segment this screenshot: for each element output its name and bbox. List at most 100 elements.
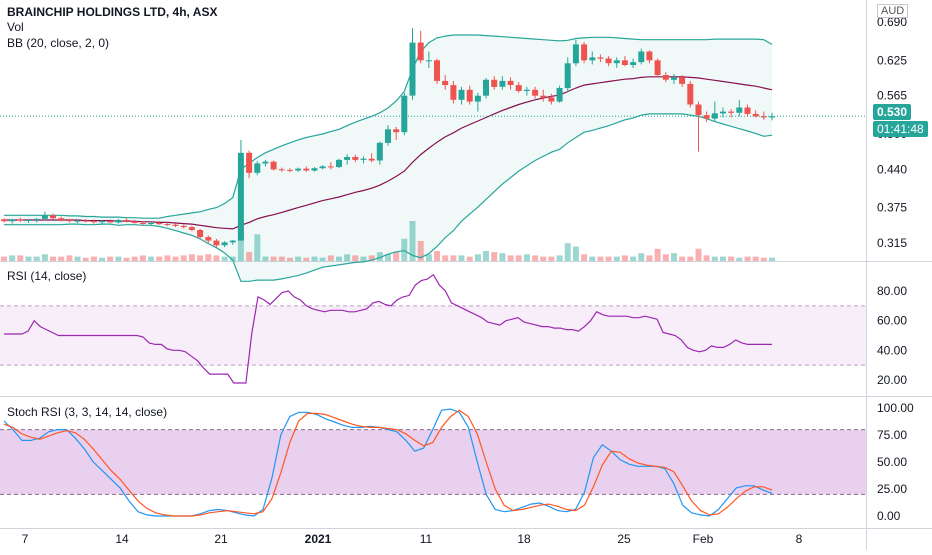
candle-body (148, 223, 155, 224)
candle-body (123, 220, 130, 222)
volume-bar (327, 255, 334, 261)
volume-bar (123, 257, 130, 261)
last-price-badge: 0.530 (873, 104, 912, 120)
volume-bar (703, 255, 710, 261)
volume-bar (711, 256, 718, 261)
candle-body (662, 75, 669, 80)
volume-bar (82, 257, 89, 261)
candle-body (442, 80, 449, 85)
candle-body (99, 221, 105, 223)
volume-bar (33, 256, 40, 261)
volume-bar (646, 255, 653, 261)
bb-legend[interactable]: BB (20, close, 2, 0) (7, 36, 110, 50)
stoch-legend[interactable]: Stoch RSI (3, 3, 14, 14, close) (7, 405, 168, 419)
time-tick-label: 2021 (305, 532, 332, 546)
volume-bar (687, 256, 694, 261)
time-tick-label: Feb (693, 532, 714, 546)
volume-bar (90, 256, 97, 261)
time-tick-label: 14 (115, 532, 129, 546)
candle-body (401, 95, 408, 133)
time-tick-label: 7 (22, 532, 29, 546)
volume-bar (221, 256, 228, 261)
rsi-band (0, 305, 866, 366)
candle-body (589, 57, 596, 61)
volume-bar (720, 256, 726, 261)
candle-body (229, 240, 236, 243)
candle-body (679, 77, 686, 84)
volume-bar (589, 256, 596, 261)
candle-body (515, 85, 522, 91)
volume-bar (695, 248, 702, 261)
volume-bar (605, 256, 612, 261)
volume-legend[interactable]: Vol (7, 20, 24, 34)
candle-body (336, 159, 342, 167)
volume-bar (425, 254, 432, 261)
volume-bar (139, 255, 146, 261)
candle-body (671, 77, 677, 80)
candle-body (327, 166, 334, 168)
volume-bar (352, 255, 359, 261)
volume-bar (401, 238, 408, 261)
candle-body (474, 95, 481, 102)
volume-bar (630, 256, 637, 261)
volume-bar (760, 257, 767, 261)
volume-bar (246, 252, 253, 261)
rsi-tick-label: 20.00 (877, 373, 907, 387)
symbol-label[interactable]: BRAINCHIP HOLDINGS LTD, 4h, ASX (7, 5, 218, 19)
candle-body (720, 111, 726, 114)
volume-bar (621, 255, 628, 261)
candle-body (393, 129, 400, 133)
volume-bar (540, 256, 547, 261)
bb-upper-line (4, 34, 773, 219)
candle-body (385, 129, 391, 143)
candle-body (115, 220, 122, 223)
rsi-legend[interactable]: RSI (14, close) (7, 269, 87, 283)
volume-bar (115, 256, 122, 261)
candle-body (695, 104, 702, 116)
volume-bar (728, 256, 735, 261)
candle-body (646, 51, 653, 61)
candle-body (172, 224, 179, 226)
volume-bar (262, 256, 269, 261)
candle-body (507, 80, 514, 85)
candle-body (417, 42, 424, 61)
time-tick-label: 11 (420, 532, 433, 546)
time-tick-label: 18 (517, 532, 531, 546)
volume-bar (336, 256, 342, 261)
currency-badge[interactable]: AUD (877, 4, 909, 18)
candle-body (237, 152, 244, 241)
volume-bar (360, 256, 367, 261)
bb-lower-line (4, 113, 773, 282)
candle-body (41, 215, 48, 219)
candle-body (736, 107, 743, 113)
volume-bar (188, 254, 195, 261)
volume-bar (450, 255, 457, 261)
symbol-title[interactable]: BRAINCHIP HOLDINGS LTD, 4h, ASX (7, 5, 217, 19)
volume-bar (769, 257, 775, 261)
volume-bar (164, 255, 171, 261)
stoch-k-line (3, 408, 773, 517)
volume-bar (148, 256, 155, 261)
volume-bar (180, 255, 187, 261)
volume-bar (17, 255, 24, 261)
volume-bar (107, 256, 114, 261)
candle-body (58, 218, 65, 220)
candle-body (744, 107, 751, 114)
candle-body (581, 44, 588, 61)
volume-bar (393, 252, 400, 261)
candle-body (483, 79, 489, 96)
price-tick-label: 0.690 (877, 15, 907, 29)
price-tick-label: 0.315 (877, 236, 907, 250)
candle-body (613, 60, 620, 64)
volume-bar (1, 256, 7, 261)
volume-bar (572, 246, 579, 261)
stoch-tick-label: 25.00 (877, 482, 907, 496)
candle-body (728, 111, 735, 113)
candle-body (638, 51, 645, 63)
volume-bar (515, 255, 522, 261)
volume-bar (74, 256, 81, 261)
candle-body (107, 221, 114, 223)
candle-body (564, 63, 571, 89)
